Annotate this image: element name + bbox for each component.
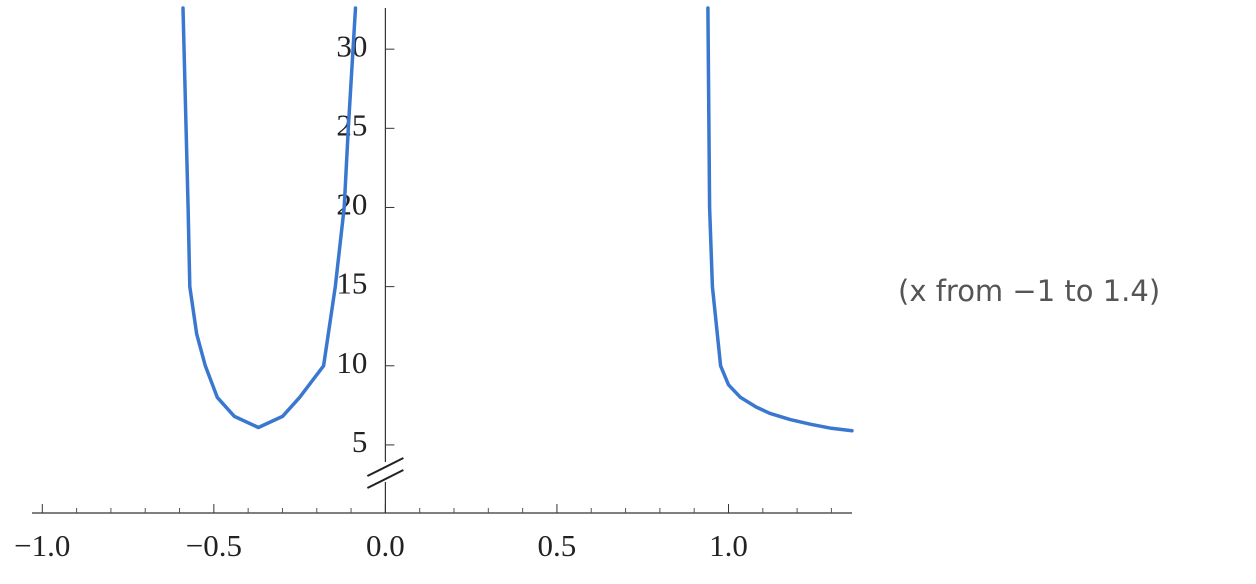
y-tick-label: 10 <box>336 345 367 380</box>
y-tick-label: 15 <box>336 266 367 301</box>
x-tick-label: 0.5 <box>538 528 577 563</box>
x-tick-label: 1.0 <box>709 528 748 563</box>
y-tick-label: 20 <box>336 187 367 222</box>
x-tick-label: −0.5 <box>186 528 242 563</box>
curve <box>181 6 854 433</box>
y-tick-label: 25 <box>336 107 367 142</box>
x-tick-label: −1.0 <box>14 528 70 563</box>
axis-break <box>366 469 404 489</box>
y-tick-label: 5 <box>352 424 368 459</box>
annotation: (x from −1 to 1.4) <box>898 274 1160 308</box>
axis-break <box>366 457 404 477</box>
x-tick-label: 0.0 <box>366 528 405 563</box>
